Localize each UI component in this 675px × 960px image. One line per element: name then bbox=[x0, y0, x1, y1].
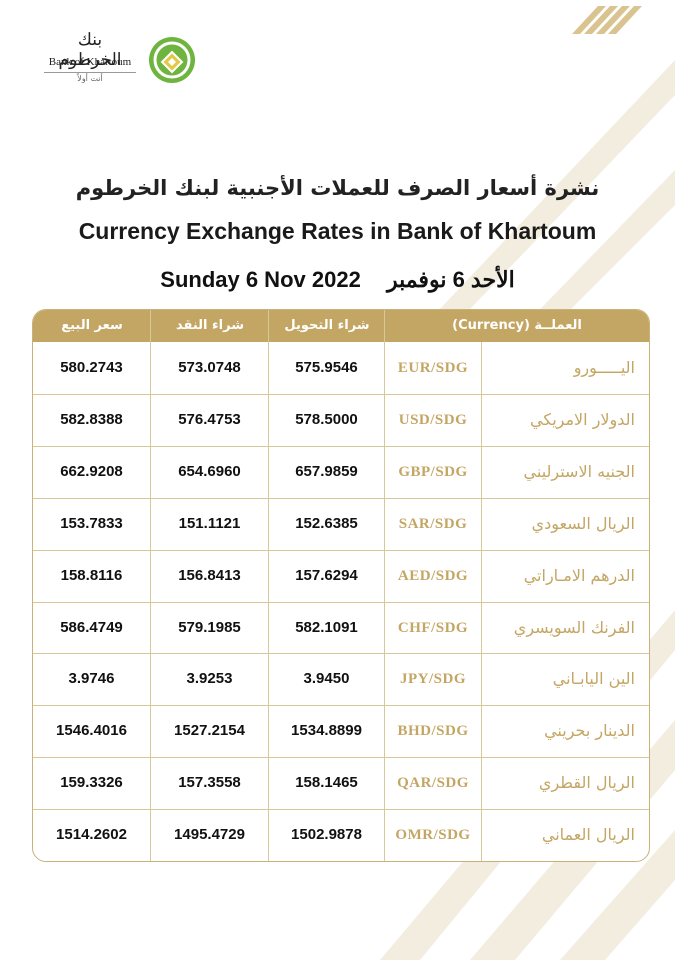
cell-currency-code: USD/SDG bbox=[398, 411, 468, 428]
cell-transfer-buy: 3.9450 bbox=[303, 670, 350, 688]
header-sell: سعر البيع bbox=[61, 318, 123, 333]
row-divider bbox=[33, 705, 649, 707]
cell-sell: 582.8388 bbox=[60, 410, 123, 428]
cell-cash-buy: 1495.4729 bbox=[174, 826, 245, 844]
cell-sell: 1546.4016 bbox=[56, 722, 127, 740]
cell-cash-buy: 576.4753 bbox=[178, 410, 241, 428]
cell-transfer-buy: 152.6385 bbox=[295, 514, 358, 532]
cell-currency-name: الجنيه الاسترليني bbox=[523, 461, 635, 481]
cell-sell: 153.7833 bbox=[60, 514, 123, 532]
row-divider bbox=[33, 653, 649, 655]
cell-cash-buy: 151.1121 bbox=[178, 514, 241, 532]
cell-currency-name: الين اليابـاني bbox=[552, 669, 635, 689]
header-transfer-buy: شراء التحويل bbox=[284, 318, 370, 333]
bank-emblem-icon bbox=[149, 37, 195, 83]
cell-cash-buy: 156.8413 bbox=[178, 566, 241, 584]
cell-currency-code: CHF/SDG bbox=[397, 619, 469, 636]
logo-name-ar: بنك الخرطوم bbox=[58, 30, 122, 70]
table-header: سعر البيع شراء النقد شراء التحويل العملـ… bbox=[33, 310, 649, 342]
row-divider bbox=[33, 757, 649, 759]
cell-currency-name: الريال السعودي bbox=[531, 513, 635, 533]
date-line: Sunday 6 Nov 2022 الأحد 6 نوفمبر bbox=[0, 267, 675, 293]
row-divider bbox=[33, 497, 649, 499]
row-divider bbox=[33, 549, 649, 551]
cell-sell: 3.9746 bbox=[68, 670, 115, 688]
page-title-english: Currency Exchange Rates in Bank of Khart… bbox=[78, 218, 597, 244]
cell-currency-name: الريال القطري bbox=[538, 773, 635, 793]
logo-tagline: أنت أولاً bbox=[44, 72, 136, 83]
exchange-rates-table: سعر البيع شراء النقد شراء التحويل العملـ… bbox=[32, 309, 650, 862]
cell-sell: 662.9208 bbox=[60, 462, 123, 480]
cell-transfer-buy: 157.6294 bbox=[295, 566, 358, 584]
row-divider bbox=[33, 445, 649, 447]
cell-transfer-buy: 158.1465 bbox=[295, 774, 358, 792]
cell-currency-name: اليـــــورو bbox=[573, 358, 635, 377]
cell-currency-code: EUR/SDG bbox=[397, 360, 469, 376]
cell-sell: 580.2743 bbox=[60, 359, 123, 376]
cell-cash-buy: 1527.2154 bbox=[174, 722, 245, 740]
row-divider bbox=[33, 601, 649, 603]
cell-currency-code: AED/SDG bbox=[397, 567, 469, 584]
cell-currency-code: QAR/SDG bbox=[397, 775, 469, 792]
row-divider bbox=[33, 393, 649, 395]
cell-sell: 586.4749 bbox=[60, 618, 123, 636]
date-arabic: الأحد 6 نوفمبر bbox=[386, 267, 515, 292]
cell-currency-code: SAR/SDG bbox=[398, 515, 468, 532]
column-divider bbox=[268, 310, 269, 861]
cell-currency-name: الدولار الامريكي bbox=[530, 409, 635, 429]
cell-currency-name: الفرنك السويسري bbox=[513, 617, 635, 637]
cell-cash-buy: 157.3558 bbox=[178, 774, 241, 792]
corner-stripes bbox=[572, 6, 642, 34]
cell-cash-buy: 654.6960 bbox=[178, 462, 241, 480]
cell-sell: 1514.2602 bbox=[56, 826, 127, 844]
cell-transfer-buy: 1534.8899 bbox=[291, 722, 362, 740]
cell-sell: 159.3326 bbox=[60, 774, 123, 792]
date-english: Sunday 6 Nov 2022 bbox=[160, 267, 361, 292]
logo-name-en: Bank of Khartoum bbox=[48, 56, 132, 68]
bank-logo: بنك الخرطوم Bank of Khartoum أنت أولاً bbox=[40, 30, 210, 90]
cell-transfer-buy: 578.5000 bbox=[295, 410, 358, 428]
cell-currency-code: OMR/SDG bbox=[395, 827, 471, 844]
cell-cash-buy: 579.1985 bbox=[178, 618, 241, 636]
cell-currency-code: BHD/SDG bbox=[397, 723, 469, 740]
page-title-arabic: نشرة أسعار الصرف للعملات الأجنبية لبنك ا… bbox=[75, 176, 600, 200]
cell-currency-name: الدرهم الامـاراتي bbox=[523, 565, 635, 585]
column-divider bbox=[384, 310, 385, 861]
column-divider bbox=[150, 310, 151, 861]
cell-transfer-buy: 582.1091 bbox=[295, 618, 358, 636]
header-cash-buy: شراء النقد bbox=[175, 318, 244, 333]
cell-cash-buy: 3.9253 bbox=[186, 670, 233, 688]
cell-sell: 158.8116 bbox=[60, 566, 123, 584]
row-divider bbox=[33, 809, 649, 811]
cell-transfer-buy: 575.9546 bbox=[295, 359, 358, 376]
cell-transfer-buy: 657.9859 bbox=[295, 462, 358, 480]
cell-cash-buy: 573.0748 bbox=[178, 359, 241, 376]
cell-transfer-buy: 1502.9878 bbox=[291, 826, 362, 844]
cell-currency-code: JPY/SDG bbox=[399, 671, 466, 688]
cell-currency-code: GBP/SDG bbox=[398, 463, 468, 480]
cell-currency-name: الدينار بحريني bbox=[544, 721, 635, 741]
cell-currency-name: الريال العماني bbox=[541, 825, 635, 845]
header-currency: العملــة (Currency) bbox=[452, 318, 582, 333]
